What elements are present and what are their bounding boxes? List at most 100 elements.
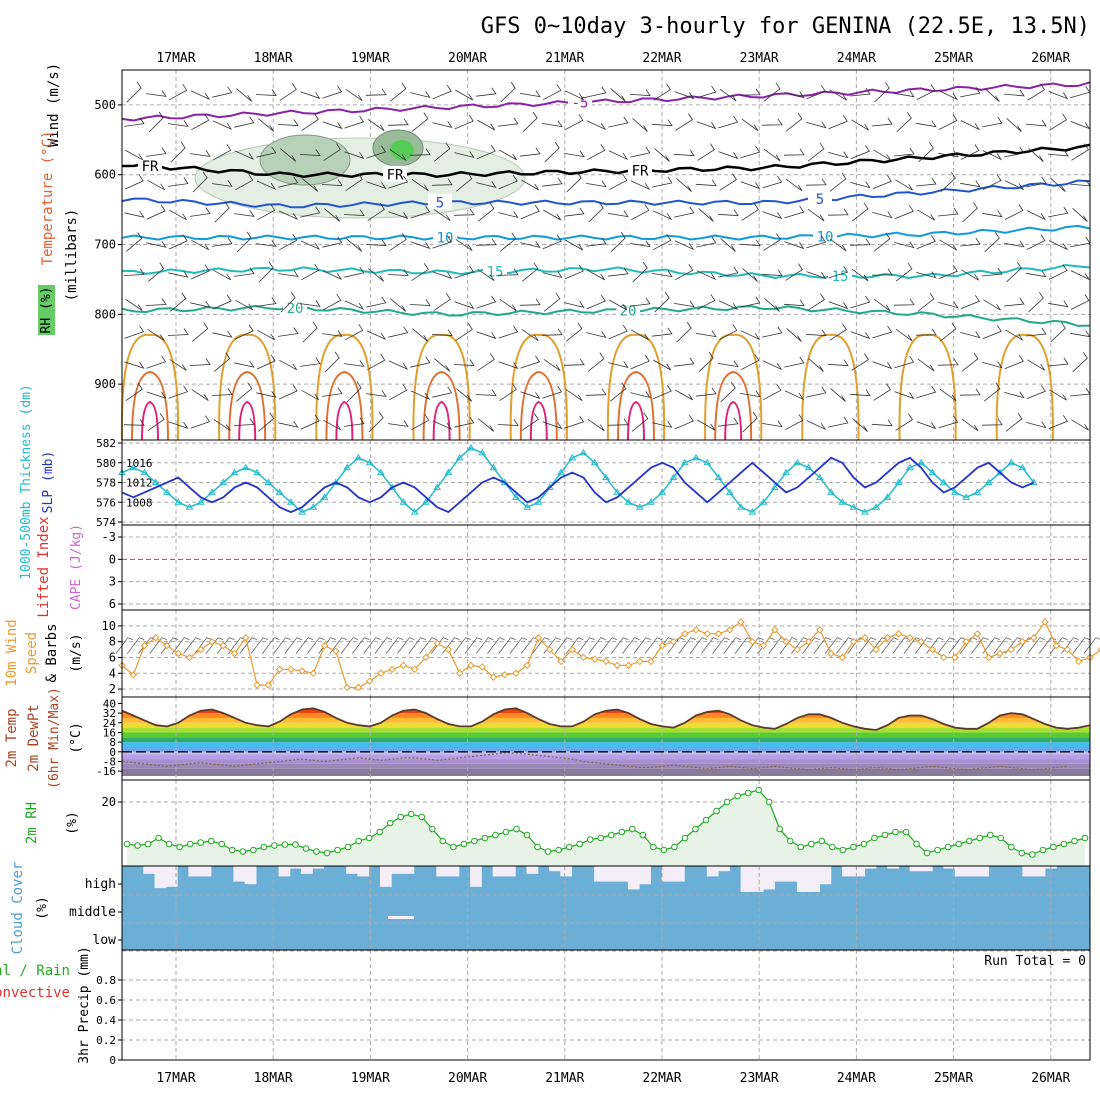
wind-barb	[455, 323, 473, 341]
thickness-point	[635, 503, 644, 510]
wind-barb	[190, 90, 211, 101]
y-tick-label: high	[85, 877, 116, 892]
rh-point	[1050, 843, 1057, 851]
wind-barb	[410, 205, 431, 219]
wind-barb	[587, 144, 606, 161]
wind-speed-point	[354, 683, 363, 692]
wind-speed-point	[309, 669, 318, 677]
y-tick-label: 3	[109, 575, 116, 589]
warm-contour	[422, 370, 461, 441]
wind-speed-point	[197, 645, 205, 654]
wind-barb	[696, 330, 717, 338]
wind-barb	[608, 116, 629, 128]
y-tick-label: 16	[103, 726, 116, 739]
wind-barb	[610, 231, 626, 253]
wind-barb-10m	[1038, 637, 1057, 654]
thickness-point	[467, 443, 475, 451]
y-tick-label: 0.2	[96, 1034, 116, 1047]
wind-barb	[544, 141, 560, 163]
wind-barb-10m	[982, 637, 1000, 654]
wind-speed-point	[951, 653, 959, 662]
wind-barb	[1047, 149, 1069, 157]
wind-barb	[873, 383, 891, 401]
wind-barb	[652, 270, 673, 278]
wind-barb	[432, 121, 453, 129]
wind-barb	[586, 180, 607, 188]
y-tick-label: 500	[94, 98, 116, 112]
cloud-gap-bar	[391, 866, 403, 874]
wind-barb-10m	[858, 637, 877, 654]
wind-barb	[871, 419, 893, 427]
thickness-point	[219, 478, 228, 485]
cloud-gap-bar	[785, 866, 798, 882]
wind-barb	[740, 390, 761, 398]
rh-point	[302, 845, 310, 852]
wind-barb	[432, 84, 452, 100]
wind-barb	[234, 324, 254, 340]
wind-barb	[125, 149, 144, 161]
top-date-label: 22MAR	[642, 51, 681, 66]
wind-barb	[961, 418, 979, 432]
ylabel-wind: Wind (m/s)	[46, 63, 62, 147]
wind-barb	[828, 416, 849, 428]
cloud-gap-bar	[740, 866, 753, 892]
wind-barb	[1050, 321, 1066, 343]
wind-barb-10m	[262, 637, 280, 654]
wind-barb	[916, 235, 936, 250]
wind-barb	[321, 179, 343, 186]
wind-barb	[806, 386, 827, 398]
wind-barb	[366, 296, 387, 308]
wind-barb	[278, 420, 299, 428]
wind-barb-10m	[588, 637, 606, 654]
wind-barb	[894, 241, 915, 249]
wind-barb	[1005, 412, 1023, 432]
temp-band	[122, 722, 1090, 728]
wind-barb-10m	[577, 637, 595, 654]
wind-barb	[366, 145, 387, 159]
cloud-gap-bar	[853, 866, 866, 877]
temp-band	[122, 759, 1090, 764]
cloud-gap-bar	[909, 866, 922, 872]
y-tick-label: 20	[102, 795, 116, 809]
wind-barb	[895, 413, 913, 431]
thickness-point	[939, 478, 948, 485]
wind-barb	[652, 210, 673, 221]
thickness-point	[129, 463, 138, 471]
wind-barb	[542, 385, 563, 399]
isotherm-label-bg	[483, 262, 507, 279]
wind-barb	[982, 361, 1003, 369]
warm-contour	[704, 333, 763, 441]
isotherm-label-bg	[138, 157, 162, 174]
wind-barb-10m	[273, 637, 291, 654]
wind-barb	[367, 118, 385, 132]
wind-barb-10m	[307, 637, 325, 654]
ylabel-2m-rh: 2m RH	[24, 802, 40, 844]
wind-barb-10m	[1016, 637, 1034, 654]
wind-barb	[1026, 385, 1046, 400]
cloud-gap-bar	[165, 866, 178, 887]
wind-barb	[279, 359, 298, 371]
wind-barb	[894, 205, 914, 220]
isotherm-label: -5	[572, 95, 589, 111]
temp-band	[122, 737, 1090, 743]
wind-barb	[477, 268, 495, 282]
wind-barb	[521, 262, 539, 282]
y-tick-label: 32	[103, 707, 116, 720]
rh-point	[586, 836, 594, 843]
wind-barb	[937, 358, 959, 366]
wind-barb	[1004, 391, 1025, 399]
wind-barb	[696, 387, 717, 397]
rh-shading	[194, 137, 526, 219]
wind-barb	[940, 171, 956, 193]
y-tick-label: 8	[109, 635, 116, 649]
wind-barb	[258, 412, 275, 432]
wind-barb	[433, 142, 451, 162]
wind-barb	[409, 148, 431, 156]
wind-barb	[234, 267, 255, 277]
wind-barb	[565, 239, 584, 251]
wind-speed-point	[343, 683, 351, 692]
rh-point	[829, 843, 836, 851]
wind-speed-point	[861, 634, 869, 642]
wind-speed-point	[737, 618, 745, 626]
wind-barb	[587, 352, 605, 372]
